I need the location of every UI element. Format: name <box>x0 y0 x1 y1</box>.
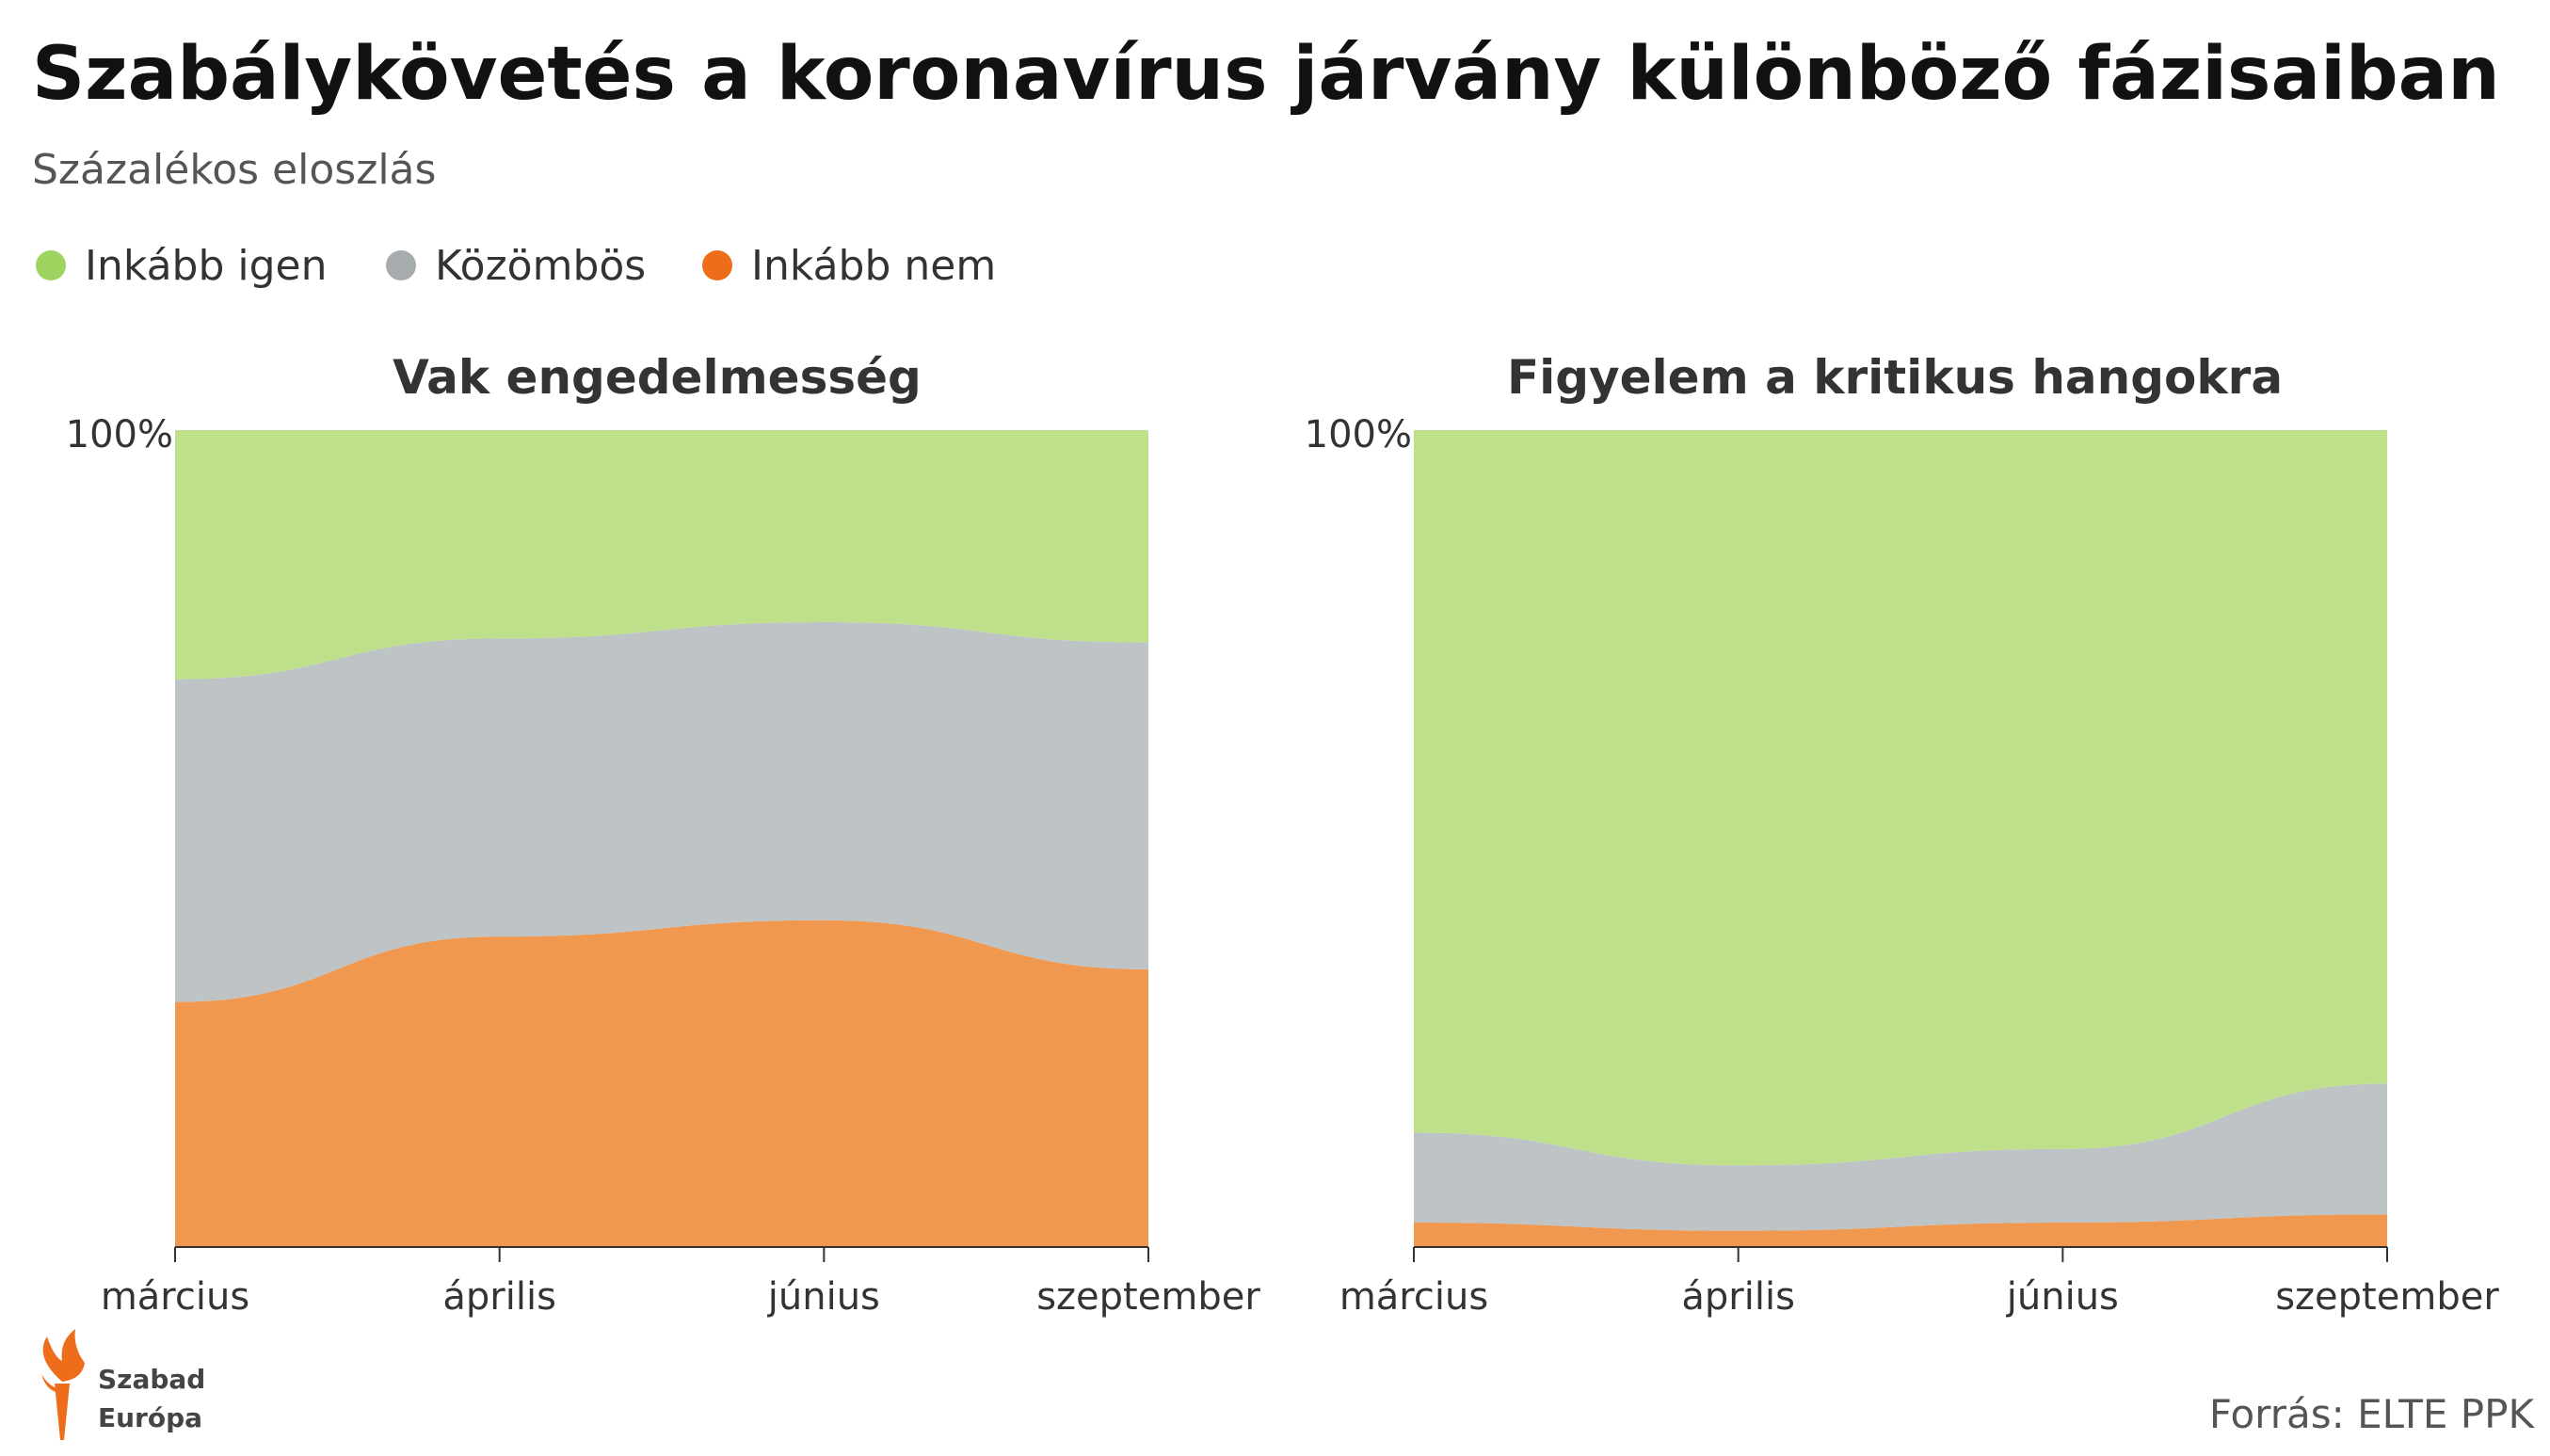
torch-icon <box>41 1329 85 1440</box>
area-layer <box>175 430 1148 1247</box>
legend-marker-no <box>702 250 732 280</box>
area-layer <box>1414 430 2387 1247</box>
x-tick-label: szeptember <box>2275 1275 2499 1319</box>
legend-item-no: Inkább nem <box>702 242 996 290</box>
area-series-ink-bb-nem <box>1414 1214 2387 1247</box>
source-note: Forrás: ELTE PPK <box>2209 1391 2536 1437</box>
legend-item-neutral: Közömbös <box>386 242 646 290</box>
area-series-k-z-mb-s <box>175 621 1148 1002</box>
y-tick-label: 100% <box>1305 413 1412 456</box>
logo: Szabad Európa <box>41 1329 205 1440</box>
legend-label-neutral: Közömbös <box>435 242 646 290</box>
x-tick-label: június <box>767 1275 880 1319</box>
x-axis-ticks: március április június szeptember <box>1339 1247 2499 1319</box>
x-tick-label: április <box>1681 1275 1795 1319</box>
legend: Inkább igen Közömbös Inkább nem <box>36 242 996 290</box>
x-tick-label: szeptember <box>1036 1275 1260 1319</box>
panel-title: Figyelem a kritikus hangokra <box>1507 350 2283 405</box>
chart-title: Szabálykövetés a koronavírus járvány kül… <box>32 32 2500 117</box>
legend-label-no: Inkább nem <box>751 242 996 290</box>
area-series-k-z-mb-s <box>1414 1083 2387 1231</box>
area-series-ink-bb-igen <box>175 430 1148 680</box>
chart-subtitle: Százalékos eloszlás <box>32 146 436 194</box>
x-axis-ticks: március április június szeptember <box>101 1247 1260 1319</box>
legend-marker-yes <box>36 250 66 280</box>
y-tick-label: 100% <box>66 413 173 456</box>
legend-marker-neutral <box>386 250 416 280</box>
area-series-ink-bb-igen <box>1414 430 2387 1166</box>
area-series-ink-bb-nem <box>175 920 1148 1247</box>
panel-title: Vak engedelmesség <box>393 350 922 405</box>
legend-item-yes: Inkább igen <box>36 242 328 290</box>
legend-label-yes: Inkább igen <box>85 242 328 290</box>
panel-critical-voices: Figyelem a kritikus hangokra 100% márciu… <box>1305 350 2500 1319</box>
x-tick-label: március <box>1339 1275 1488 1319</box>
x-tick-label: június <box>2006 1275 2119 1319</box>
x-tick-label: április <box>442 1275 556 1319</box>
panel-blind-obedience: Vak engedelmesség 100% március április j… <box>66 350 1261 1319</box>
logo-text-line2: Európa <box>98 1402 202 1433</box>
x-tick-label: március <box>101 1275 249 1319</box>
logo-text-line1: Szabad <box>98 1364 205 1395</box>
